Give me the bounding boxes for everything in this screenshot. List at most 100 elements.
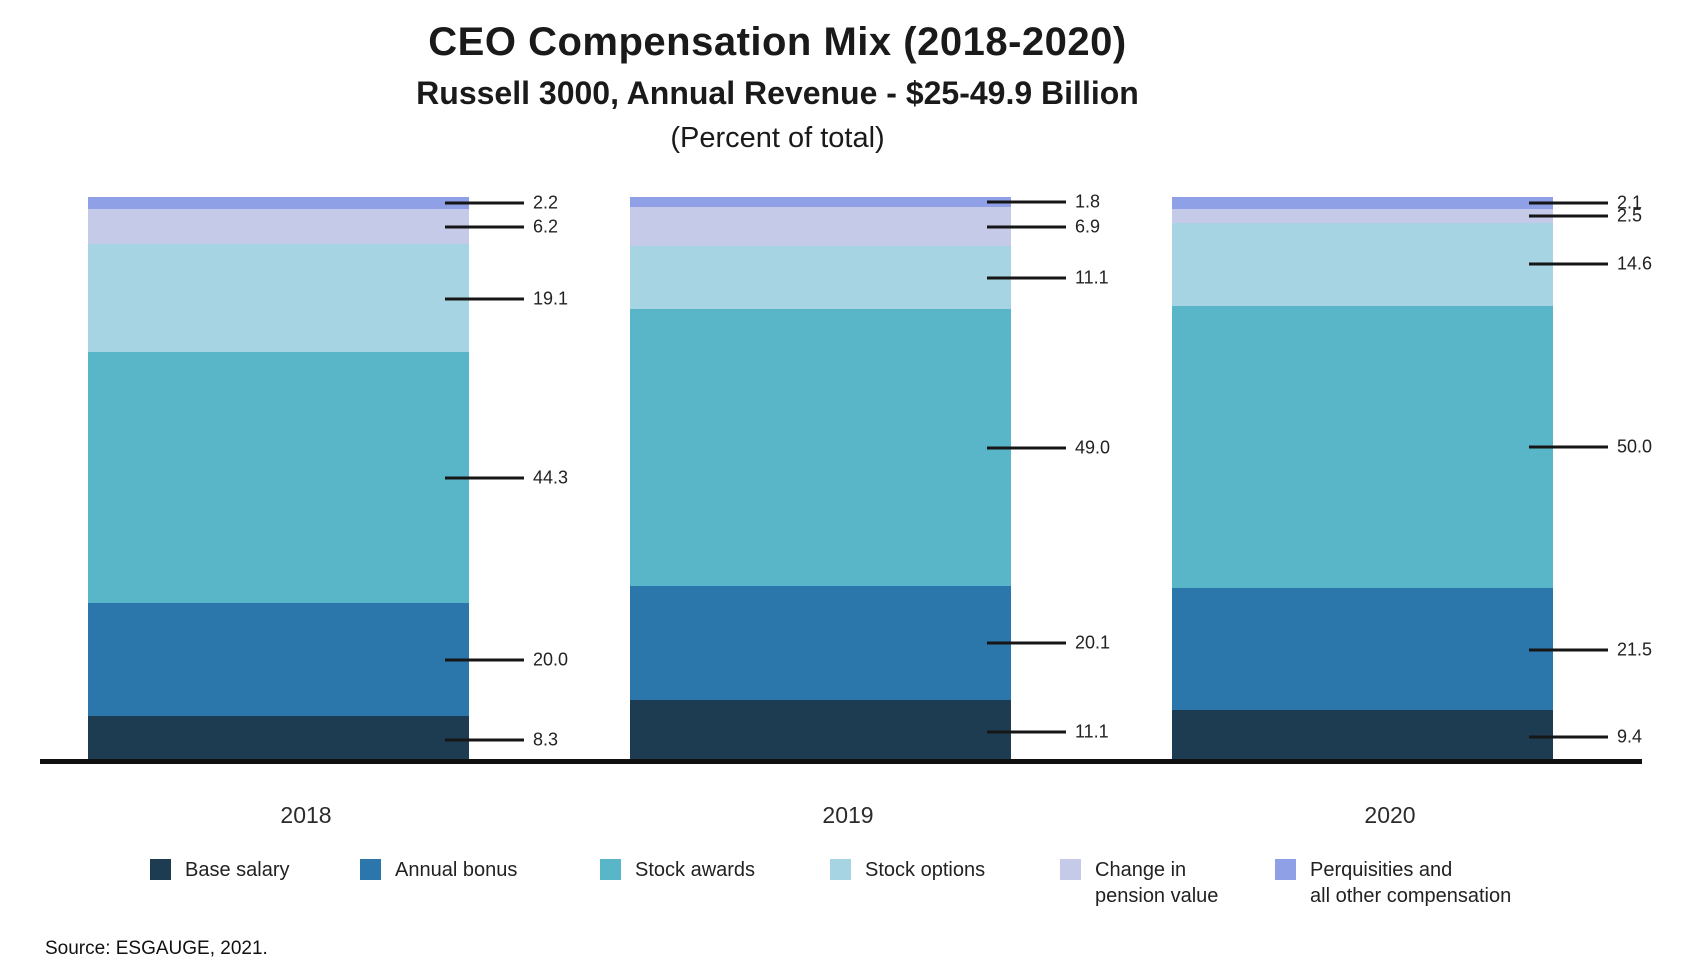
- value-text: 21.5: [1617, 639, 1653, 660]
- value-labels: 1.8 6.9 11.1 49.0 20.1 11.1: [630, 192, 1110, 763]
- value-label-perquisities-and-all-other-compensation: 2.1: [1529, 192, 1642, 213]
- chart-plot-area: 2.2 6.2 19.1 44.3 20.0 8.3 1.8 6.9 11.1 49.0 20.1…: [0, 192, 1708, 828]
- x-axis-tick-label: 2018: [280, 802, 332, 828]
- value-label-annual-bonus: 20.1: [987, 633, 1110, 654]
- x-axis-tick-label: 2020: [1364, 802, 1416, 828]
- leader-line: [1529, 262, 1608, 266]
- legend-item-stock-options: Stock options: [830, 857, 985, 883]
- value-text: 8.3: [533, 729, 559, 750]
- segment-perquisities-and-all-other-compensation: [630, 197, 1011, 208]
- segment-change-in-pension-value: [88, 209, 469, 245]
- value-label-change-in-pension-value: 2.5: [1529, 205, 1642, 226]
- value-text: 49.0: [1075, 437, 1111, 458]
- leader-line: [445, 225, 524, 229]
- legend-label: Perquisities and all other compensation: [1310, 859, 1512, 907]
- stacked-bar: [88, 197, 469, 763]
- segment-stock-options: [630, 246, 1011, 310]
- value-label-base-salary: 11.1: [987, 721, 1109, 742]
- leader-line: [445, 201, 524, 205]
- value-text: 50.0: [1617, 436, 1653, 457]
- value-label-annual-bonus: 21.5: [1529, 639, 1652, 660]
- x-axis-tick-label: 2019: [822, 802, 874, 828]
- stacked-bar: [1172, 197, 1553, 763]
- segment-stock-awards: [88, 352, 469, 603]
- legend: Base salary Annual bonus Stock awards Stock…: [0, 857, 1708, 937]
- segment-perquisities-and-all-other-compensation: [88, 197, 469, 210]
- legend-swatch: [150, 859, 171, 880]
- leader-line: [445, 738, 524, 742]
- value-label-stock-awards: 49.0: [987, 437, 1110, 458]
- value-text: 20.1: [1075, 632, 1111, 653]
- legend-label: Stock options: [865, 859, 986, 881]
- segment-stock-options: [1172, 222, 1553, 306]
- value-label-perquisities-and-all-other-compensation: 1.8: [987, 192, 1100, 213]
- value-text: 2.5: [1617, 205, 1643, 226]
- leader-line: [445, 476, 524, 480]
- leader-line: [1529, 214, 1608, 218]
- legend-item-base-salary: Base salary: [150, 857, 290, 883]
- bar-group: 2.2 6.2 19.1 44.3 20.0 8.3: [88, 193, 568, 763]
- segment-base-salary: [88, 716, 469, 763]
- leader-line: [987, 641, 1066, 645]
- leader-line: [445, 658, 524, 662]
- value-label-stock-options: 19.1: [445, 288, 568, 309]
- value-label-change-in-pension-value: 6.9: [987, 216, 1100, 237]
- value-text: 44.3: [533, 467, 569, 488]
- leader-line: [987, 446, 1066, 450]
- leader-line: [1529, 735, 1608, 739]
- legend-item-annual-bonus: Annual bonus: [360, 857, 517, 883]
- value-label-base-salary: 8.3: [445, 730, 558, 751]
- segment-annual-bonus: [630, 586, 1011, 701]
- segment-perquisities-and-all-other-compensation: [1172, 197, 1553, 209]
- legend-item-change-in-pension-value: Change in pension value: [1060, 857, 1218, 909]
- segment-stock-awards: [630, 309, 1011, 587]
- legend-swatch: [830, 859, 851, 880]
- chart-title: CEO Compensation Mix (2018-2020): [428, 20, 1127, 64]
- legend-item-stock-awards: Stock awards: [600, 857, 755, 883]
- value-label-base-salary: 9.4: [1529, 726, 1642, 747]
- segment-base-salary: [1172, 709, 1553, 763]
- bar-group: 1.8 6.9 11.1 49.0 20.1 11.1: [630, 192, 1110, 763]
- value-labels: 2.2 6.2 19.1 44.3 20.0 8.3: [88, 193, 568, 763]
- value-text: 11.1: [1075, 721, 1109, 742]
- leader-line: [445, 297, 524, 301]
- value-text: 14.6: [1617, 253, 1653, 274]
- legend-label: Change in pension value: [1095, 859, 1219, 907]
- value-text: 2.1: [1617, 192, 1643, 213]
- value-label-annual-bonus: 20.0: [445, 649, 568, 670]
- chart-unit-note: (Percent of total): [670, 122, 885, 154]
- segment-stock-options: [88, 244, 469, 353]
- value-text: 6.9: [1075, 216, 1101, 237]
- legend-swatch: [360, 859, 381, 880]
- segment-annual-bonus: [1172, 588, 1553, 710]
- legend-swatch: [1275, 859, 1296, 880]
- leader-line: [987, 200, 1066, 204]
- value-text: 1.8: [1075, 191, 1101, 212]
- legend-item-perquisities-and-all-other-compensation: Perquisities and all other compensation: [1275, 857, 1511, 909]
- value-label-change-in-pension-value: 6.2: [445, 216, 558, 237]
- source-note: Source: ESGAUGE, 2021.: [45, 938, 268, 959]
- chart-subtitle: Russell 3000, Annual Revenue - $25-49.9 …: [416, 75, 1139, 111]
- segment-base-salary: [630, 700, 1011, 763]
- segment-change-in-pension-value: [630, 207, 1011, 247]
- value-text: 11.1: [1075, 267, 1109, 288]
- leader-line: [987, 276, 1066, 280]
- leader-line: [987, 225, 1066, 229]
- leader-line: [1529, 648, 1608, 652]
- leader-line: [987, 730, 1066, 734]
- value-label-stock-awards: 50.0: [1529, 437, 1652, 458]
- legend-label: Base salary: [185, 859, 290, 881]
- leader-line: [1529, 445, 1608, 449]
- value-text: 6.2: [533, 216, 559, 237]
- value-text: 20.0: [533, 649, 569, 670]
- value-label-perquisities-and-all-other-compensation: 2.2: [445, 193, 558, 214]
- value-labels: 2.1 2.5 14.6 50.0 21.5 9.4: [1172, 192, 1652, 763]
- chart-header: CEO Compensation Mix (2018-2020) Russell…: [0, 20, 1555, 155]
- leader-line: [1529, 201, 1608, 205]
- legend-label: Stock awards: [635, 859, 756, 881]
- segment-change-in-pension-value: [1172, 208, 1553, 223]
- value-label-stock-options: 14.6: [1529, 254, 1652, 275]
- legend-label: Annual bonus: [395, 859, 518, 881]
- value-label-stock-options: 11.1: [987, 267, 1109, 288]
